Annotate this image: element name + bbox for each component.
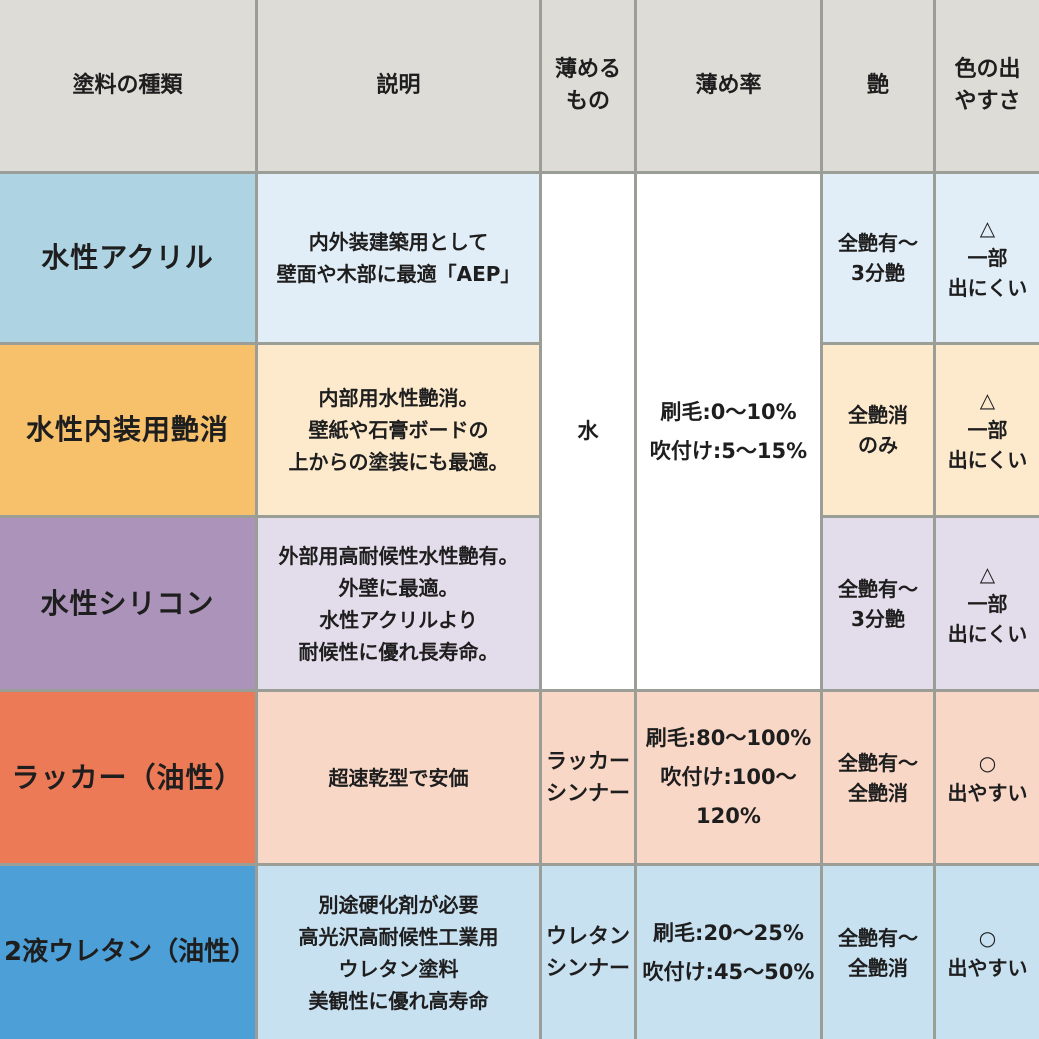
color-ease-cell-acrylic: △ 一部 出にくい [936, 174, 1039, 342]
header-cell-thinner: 薄める もの [542, 0, 634, 171]
thinner-cell-urethane: ウレタン シンナー [542, 866, 634, 1039]
row-desc-cell-lacquer: 超速乾型で安価 [258, 692, 539, 863]
header-cell-paint-type: 塗料の種類 [0, 0, 255, 171]
gloss-cell-acrylic: 全艶有〜 3分艶 [823, 174, 933, 342]
row-name-cell-lacquer: ラッカー（油性） [0, 692, 255, 863]
color-ease-cell-silicone: △ 一部 出にくい [936, 518, 1039, 689]
gloss-cell-lacquer: 全艶有〜 全艶消 [823, 692, 933, 863]
row-desc-cell-silicone: 外部用高耐候性水性艶有。 外壁に最適。 水性アクリルより 耐候性に優れ長寿命。 [258, 518, 539, 689]
color-ease-cell-urethane: ○ 出やすい [936, 866, 1039, 1039]
color-ease-cell-interior-matte: △ 一部 出にくい [936, 345, 1039, 515]
row-desc-cell-urethane: 別途硬化剤が必要 高光沢高耐候性工業用 ウレタン塗料 美観性に優れ高寿命 [258, 866, 539, 1039]
header-cell-dilution-rate: 薄め率 [637, 0, 820, 171]
row-name-cell-acrylic: 水性アクリル [0, 174, 255, 342]
gloss-cell-silicone: 全艶有〜 3分艶 [823, 518, 933, 689]
thinner-cell-lacquer: ラッカー シンナー [542, 692, 634, 863]
row-name-cell-silicone: 水性シリコン [0, 518, 255, 689]
thinner-cell-water-merged: 水 [542, 174, 634, 689]
rate-cell-urethane: 刷毛:20〜25% 吹付け:45〜50% [637, 866, 820, 1039]
rate-cell-lacquer: 刷毛:80〜100% 吹付け:100〜120% [637, 692, 820, 863]
header-cell-color-ease: 色の出 やすさ [936, 0, 1039, 171]
row-name-cell-interior-matte: 水性内装用艶消 [0, 345, 255, 515]
rate-cell-water-merged: 刷毛:0〜10% 吹付け:5〜15% [637, 174, 820, 689]
color-ease-cell-lacquer: ○ 出やすい [936, 692, 1039, 863]
header-cell-description: 説明 [258, 0, 539, 171]
gloss-cell-urethane: 全艶有〜 全艶消 [823, 866, 933, 1039]
header-cell-gloss: 艶 [823, 0, 933, 171]
row-desc-cell-acrylic: 内外装建築用として 壁面や木部に最適「AEP」 [258, 174, 539, 342]
row-name-cell-urethane: 2液ウレタン（油性） [0, 866, 256, 1039]
row-desc-cell-interior-matte: 内部用水性艶消。 壁紙や石膏ボードの 上からの塗装にも最適。 [258, 345, 539, 515]
gloss-cell-interior-matte: 全艶消 のみ [823, 345, 933, 515]
